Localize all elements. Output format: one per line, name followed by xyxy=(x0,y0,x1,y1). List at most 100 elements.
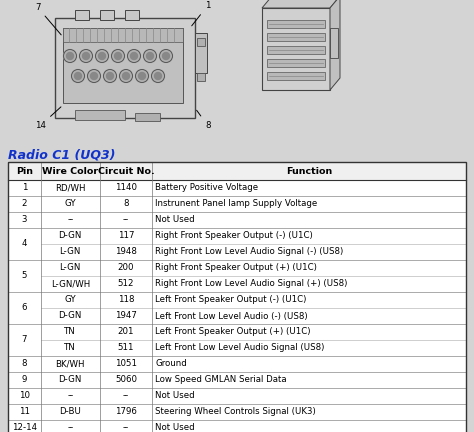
Text: 1: 1 xyxy=(22,184,27,193)
Text: 1796: 1796 xyxy=(115,407,137,416)
Circle shape xyxy=(111,50,125,63)
Bar xyxy=(8,356,466,372)
Text: Not Used: Not Used xyxy=(155,391,195,400)
Circle shape xyxy=(74,73,82,79)
Circle shape xyxy=(88,70,100,83)
Text: --: -- xyxy=(67,391,73,400)
Text: 512: 512 xyxy=(118,280,134,289)
Bar xyxy=(63,28,183,42)
Text: L-GN: L-GN xyxy=(60,264,81,273)
Text: Right Front Speaker Output (+) (U1C): Right Front Speaker Output (+) (U1C) xyxy=(155,264,317,273)
Circle shape xyxy=(159,50,173,63)
Circle shape xyxy=(64,50,76,63)
Text: 1051: 1051 xyxy=(115,359,137,368)
Text: D-GN: D-GN xyxy=(59,232,82,241)
Bar xyxy=(8,420,466,432)
Text: Ground: Ground xyxy=(155,359,187,368)
Text: TN: TN xyxy=(64,327,76,337)
Bar xyxy=(55,18,195,118)
Text: Not Used: Not Used xyxy=(155,423,195,432)
Bar xyxy=(267,33,325,41)
Bar xyxy=(63,28,183,103)
Text: Instrunent Panel lamp Supply Voltage: Instrunent Panel lamp Supply Voltage xyxy=(155,200,318,209)
Circle shape xyxy=(82,53,90,60)
Text: --: -- xyxy=(123,391,129,400)
Bar xyxy=(8,292,466,324)
Bar xyxy=(8,404,466,420)
Bar xyxy=(8,196,466,212)
Text: --: -- xyxy=(123,216,129,225)
Text: Right Front Low Level Audio Signal (+) (US8): Right Front Low Level Audio Signal (+) (… xyxy=(155,280,347,289)
Text: GY: GY xyxy=(64,200,76,209)
Bar xyxy=(100,10,114,20)
Bar xyxy=(197,73,205,81)
Circle shape xyxy=(80,50,92,63)
Text: Not Used: Not Used xyxy=(155,216,195,225)
Bar xyxy=(8,162,466,432)
Text: 201: 201 xyxy=(118,327,134,337)
Text: 3: 3 xyxy=(22,216,27,225)
Circle shape xyxy=(119,70,133,83)
Text: --: -- xyxy=(67,423,73,432)
Text: Pin: Pin xyxy=(16,166,33,175)
Bar xyxy=(8,388,466,404)
Circle shape xyxy=(144,50,156,63)
Circle shape xyxy=(128,50,140,63)
Bar xyxy=(8,372,466,388)
Text: 5060: 5060 xyxy=(115,375,137,384)
Text: Left Front Speaker Output (+) (U1C): Left Front Speaker Output (+) (U1C) xyxy=(155,327,311,337)
Text: 9: 9 xyxy=(22,375,27,384)
Circle shape xyxy=(152,70,164,83)
Text: 11: 11 xyxy=(19,407,30,416)
Circle shape xyxy=(136,70,148,83)
Text: 1947: 1947 xyxy=(115,311,137,321)
Bar xyxy=(8,260,466,292)
Bar xyxy=(8,162,466,180)
Text: Circuit No.: Circuit No. xyxy=(98,166,155,175)
Text: D-GN: D-GN xyxy=(59,311,82,321)
Bar xyxy=(330,28,338,58)
Polygon shape xyxy=(330,0,340,90)
Text: 4: 4 xyxy=(22,239,27,248)
Bar xyxy=(267,72,325,80)
Text: D-GN: D-GN xyxy=(59,375,82,384)
Text: Radio C1 (UQ3): Radio C1 (UQ3) xyxy=(8,148,116,161)
Text: Battery Positive Voltage: Battery Positive Voltage xyxy=(155,184,258,193)
Bar xyxy=(262,8,330,90)
Text: 12-14: 12-14 xyxy=(12,423,37,432)
Text: 7: 7 xyxy=(22,336,27,344)
Circle shape xyxy=(130,53,137,60)
Text: 1948: 1948 xyxy=(115,248,137,257)
Text: Right Front Low Level Audio Signal (-) (US8): Right Front Low Level Audio Signal (-) (… xyxy=(155,248,344,257)
Text: Left Front Low Level Audio (-) (US8): Left Front Low Level Audio (-) (US8) xyxy=(155,311,308,321)
Text: Steering Wheel Controls Signal (UK3): Steering Wheel Controls Signal (UK3) xyxy=(155,407,316,416)
Text: Function: Function xyxy=(286,166,332,175)
Text: Low Speed GMLAN Serial Data: Low Speed GMLAN Serial Data xyxy=(155,375,287,384)
Text: 8: 8 xyxy=(197,110,210,130)
Text: 1: 1 xyxy=(191,1,210,26)
Text: --: -- xyxy=(123,423,129,432)
Circle shape xyxy=(103,70,117,83)
Text: 14: 14 xyxy=(35,107,61,130)
Text: 2: 2 xyxy=(22,200,27,209)
Text: TN: TN xyxy=(64,343,76,353)
Circle shape xyxy=(66,53,73,60)
Bar xyxy=(267,46,325,54)
Bar xyxy=(8,180,466,196)
Circle shape xyxy=(99,53,106,60)
Bar xyxy=(8,324,466,356)
Text: 8: 8 xyxy=(22,359,27,368)
Text: 511: 511 xyxy=(118,343,134,353)
Text: D-BU: D-BU xyxy=(59,407,81,416)
Text: 117: 117 xyxy=(118,232,134,241)
Bar xyxy=(75,10,89,20)
Polygon shape xyxy=(262,0,340,8)
Text: 200: 200 xyxy=(118,264,134,273)
Circle shape xyxy=(163,53,170,60)
Text: 118: 118 xyxy=(118,295,134,305)
Circle shape xyxy=(115,53,121,60)
Circle shape xyxy=(146,53,154,60)
Bar xyxy=(75,110,125,120)
Bar xyxy=(267,20,325,28)
Text: BK/WH: BK/WH xyxy=(55,359,85,368)
